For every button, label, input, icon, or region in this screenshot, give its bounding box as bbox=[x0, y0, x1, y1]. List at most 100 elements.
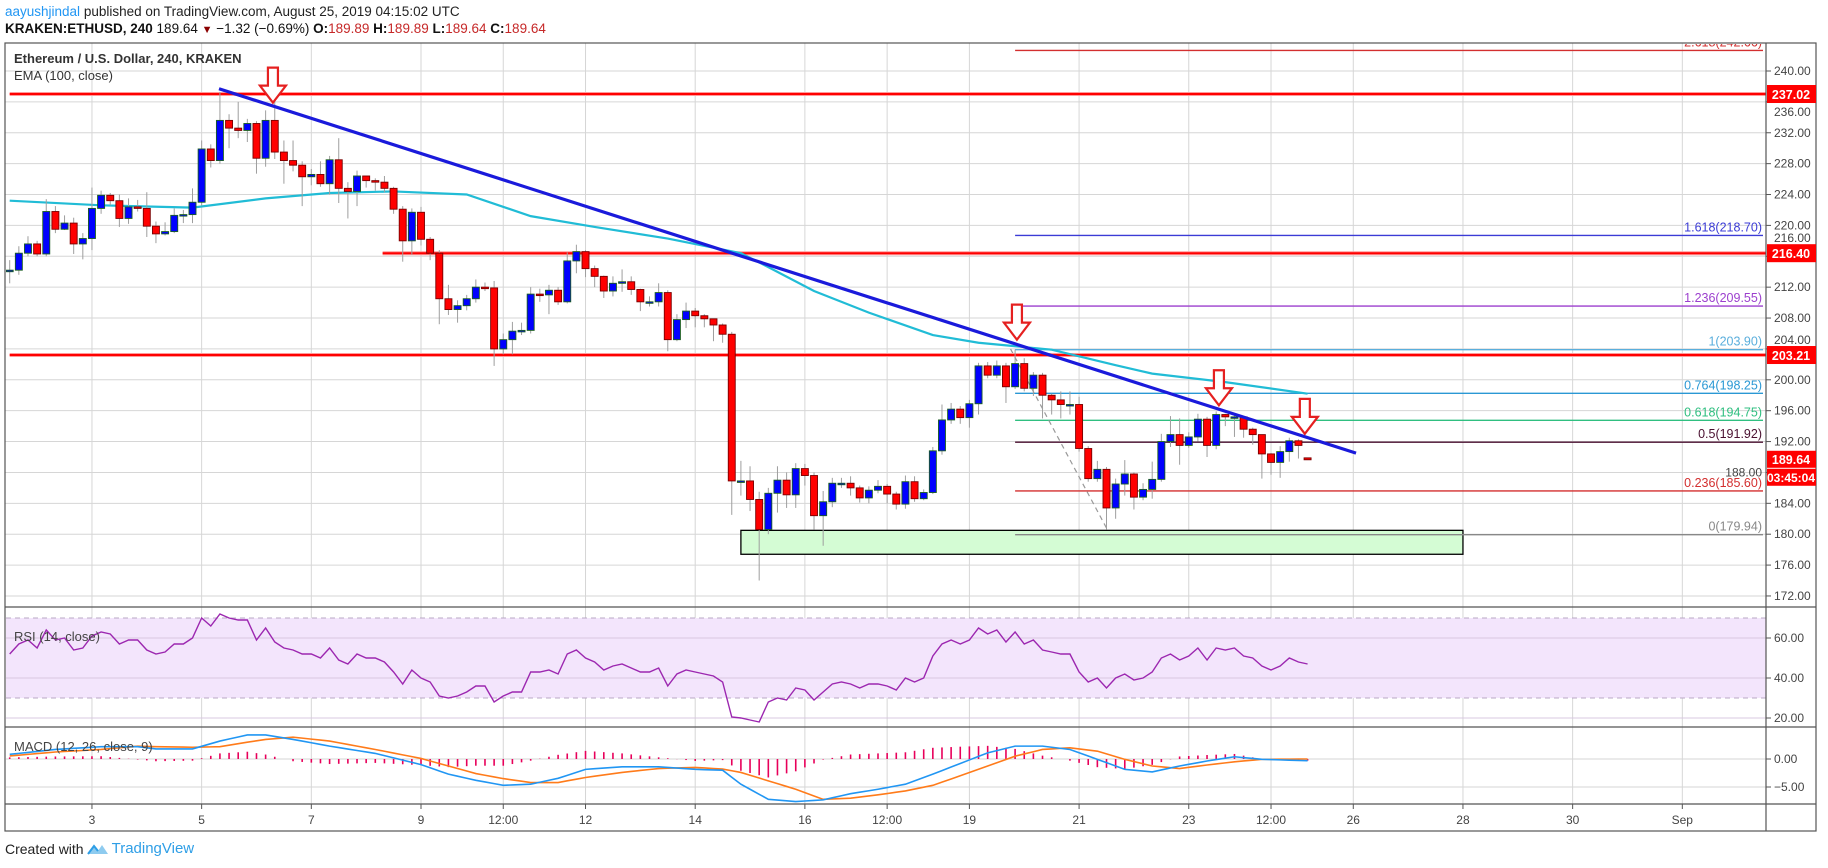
high-value: 189.89 bbox=[387, 21, 429, 36]
fib-level-label: 0.236(185.60) bbox=[1684, 476, 1762, 490]
bearish-candle bbox=[380, 181, 389, 189]
bullish-candle bbox=[947, 408, 956, 421]
publish-text: published on TradingView.com, August 25,… bbox=[83, 4, 460, 19]
bullish-candle bbox=[618, 281, 627, 284]
bearish-candle bbox=[289, 160, 297, 166]
bearish-candle bbox=[133, 206, 142, 209]
time-tick-label: 19 bbox=[963, 813, 977, 827]
bullish-candle bbox=[1230, 416, 1239, 419]
price-tick-label: 220.00 bbox=[1774, 218, 1811, 232]
bullish-candle bbox=[215, 119, 224, 162]
bearish-candle bbox=[535, 293, 544, 297]
time-tick-label: 26 bbox=[1347, 813, 1361, 827]
bullish-candle bbox=[14, 252, 23, 271]
bullish-candle bbox=[1212, 414, 1221, 446]
legend: Ethereum / U.S. Dollar, 240, KRAKEN EMA … bbox=[14, 51, 242, 754]
price-tick-label: 192.00 bbox=[1774, 435, 1811, 449]
bullish-candle bbox=[563, 260, 572, 303]
bullish-candle bbox=[928, 450, 937, 493]
bullish-candle bbox=[243, 123, 252, 131]
down-arrow-icon bbox=[1289, 397, 1321, 436]
bearish-candle bbox=[206, 148, 215, 162]
price-pane[interactable]: 2.618(242.66) 1.618(218.70) 1.236(209.55) 1… bbox=[6, 35, 1766, 581]
bearish-candle bbox=[892, 493, 901, 505]
time-tick-label: Sep bbox=[1672, 813, 1694, 827]
price-tick-label: 204.00 bbox=[1774, 333, 1811, 347]
bullish-candle bbox=[828, 482, 837, 503]
macd-signal-line bbox=[9, 736, 1308, 801]
bullish-candle bbox=[1276, 451, 1285, 463]
down-arrow-icon bbox=[257, 66, 289, 105]
bullish-candle bbox=[78, 238, 87, 245]
bullish-candle bbox=[682, 310, 691, 321]
bearish-trendline bbox=[218, 87, 1357, 455]
bearish-candle bbox=[718, 324, 727, 335]
rsi-pane[interactable] bbox=[9, 613, 1308, 723]
bearish-candle bbox=[627, 281, 636, 290]
price-tick-label: 172.00 bbox=[1774, 589, 1811, 603]
bullish-candle bbox=[645, 301, 654, 304]
created-with-text: Created with bbox=[5, 840, 84, 857]
bullish-candle bbox=[24, 243, 32, 254]
bullish-candle bbox=[261, 119, 270, 159]
bearish-candle bbox=[298, 164, 307, 178]
bearish-candle bbox=[755, 499, 764, 531]
price-tick-label: 200.00 bbox=[1774, 373, 1811, 387]
macd-line bbox=[9, 734, 1308, 803]
close-label: C: bbox=[490, 21, 505, 36]
bullish-candle bbox=[188, 201, 197, 216]
bullish-candle bbox=[1029, 374, 1038, 389]
last-price-tag bbox=[1767, 450, 1816, 468]
bearish-candle bbox=[727, 333, 736, 482]
close-value: 189.64 bbox=[504, 21, 546, 36]
time-tick-label: 16 bbox=[798, 813, 812, 827]
author-link[interactable]: aayushjindal bbox=[5, 4, 81, 19]
rsi-tick-label: 60.00 bbox=[1774, 631, 1804, 645]
open-value: 189.89 bbox=[328, 21, 370, 36]
price-tick-label: 176.00 bbox=[1774, 558, 1811, 572]
bearish-candle bbox=[362, 175, 371, 182]
last-price: 189.64 bbox=[156, 21, 198, 36]
bullish-candle bbox=[791, 468, 800, 496]
bearish-candle bbox=[581, 251, 590, 270]
bullish-candle bbox=[499, 339, 508, 350]
bearish-candle bbox=[142, 207, 151, 227]
rsi-band bbox=[6, 617, 1766, 719]
time-tick-label: 21 bbox=[1072, 813, 1086, 827]
macd-tick-label: −5.00 bbox=[1774, 780, 1805, 794]
price-tick-label: 236.00 bbox=[1774, 105, 1811, 119]
level-price-tag bbox=[1767, 85, 1816, 104]
bearish-candle bbox=[316, 173, 325, 185]
bullish-candle bbox=[97, 194, 106, 209]
bullish-candle bbox=[837, 482, 846, 486]
bearish-candle bbox=[1020, 363, 1029, 389]
bearish-candle bbox=[846, 482, 855, 489]
symbol-label: KRAKEN:ETHUSD, 240 bbox=[5, 21, 153, 36]
bearish-candle bbox=[709, 318, 718, 326]
ema-100-line bbox=[9, 190, 1308, 395]
tradingview-logo-icon bbox=[86, 843, 108, 855]
open-label: O: bbox=[313, 21, 329, 36]
price-tick-label: 208.00 bbox=[1774, 311, 1811, 325]
bearish-candle bbox=[691, 310, 700, 317]
bullish-candle bbox=[42, 211, 51, 255]
fib-level-label: 0.618(194.75) bbox=[1684, 405, 1762, 419]
macd-pane[interactable] bbox=[8, 734, 1309, 803]
time-tick-label: 12:00 bbox=[488, 813, 518, 827]
bullish-candle bbox=[545, 289, 553, 296]
bullish-candle bbox=[179, 214, 188, 217]
tradingview-brand-link[interactable]: TradingView bbox=[111, 840, 195, 857]
level-price-tag-label: 237.02 bbox=[1772, 88, 1810, 102]
bullish-candle bbox=[736, 480, 745, 483]
bearish-candle bbox=[234, 127, 243, 131]
bullish-candle bbox=[197, 148, 206, 203]
rsi-tick-label: 20.00 bbox=[1774, 711, 1804, 725]
level-price-tag bbox=[1767, 346, 1816, 365]
time-tick-label: 9 bbox=[418, 813, 425, 827]
level-price-tag bbox=[1767, 244, 1816, 263]
bearish-candle bbox=[1129, 473, 1138, 498]
bearish-candle bbox=[663, 292, 672, 341]
bullish-candle bbox=[819, 501, 828, 517]
bullish-candle bbox=[1148, 478, 1157, 490]
